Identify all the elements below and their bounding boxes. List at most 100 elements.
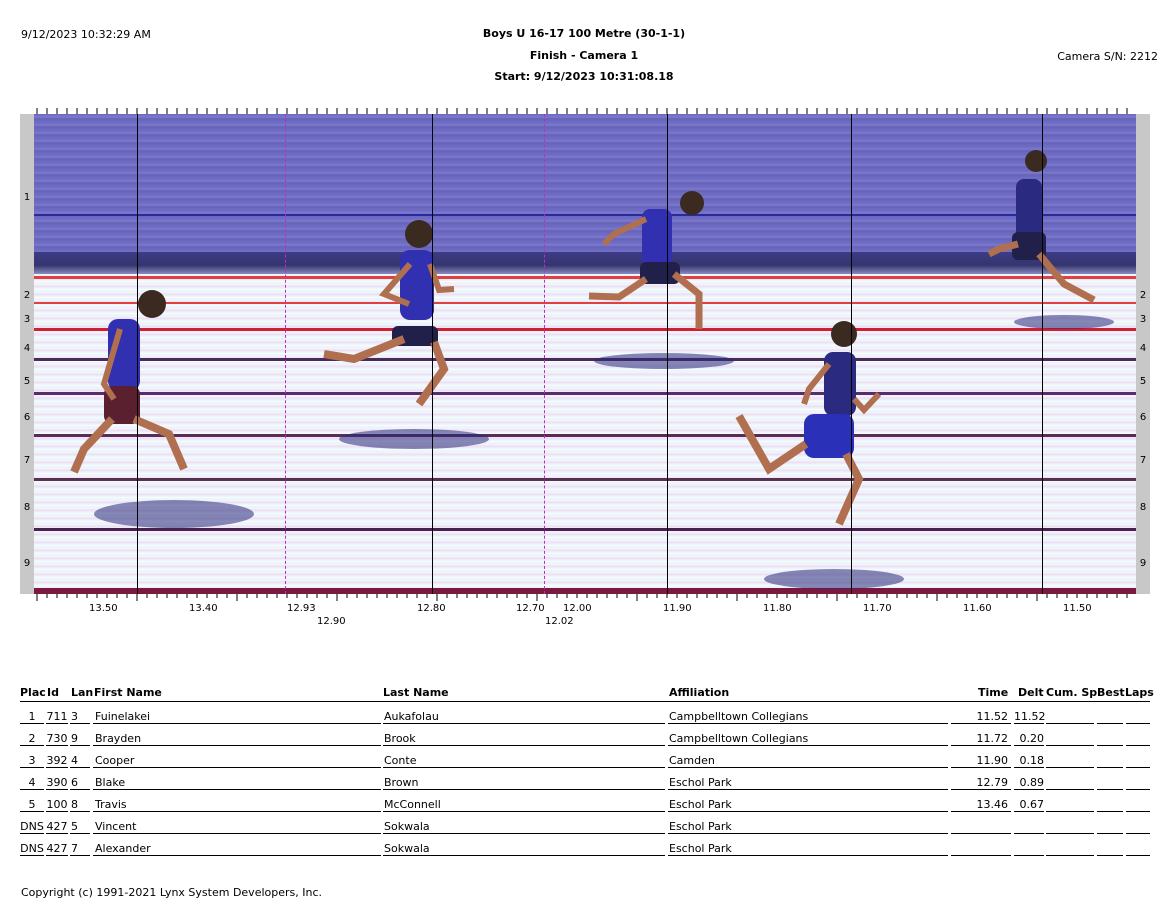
col-header-affiliation: Affiliation — [669, 686, 730, 699]
row-underline — [1046, 789, 1094, 790]
lane-line — [34, 276, 1136, 279]
row-underline — [383, 745, 665, 746]
cell-first-name: Alexander — [95, 842, 151, 855]
athlete-lane-9 — [735, 321, 882, 526]
time-tick: 13.40 — [189, 603, 218, 614]
row-underline — [1126, 811, 1150, 812]
photo-frame — [34, 114, 1136, 594]
col-header-time: Time — [978, 686, 1009, 699]
row-underline — [20, 767, 44, 768]
time-tick: 11.70 — [863, 603, 892, 614]
cell-time: 12.79 — [976, 776, 1009, 789]
cell-place: DNS — [20, 842, 44, 855]
cell-first-name: Vincent — [95, 820, 137, 833]
cell-first-name: Travis — [95, 798, 127, 811]
row-underline — [668, 789, 948, 790]
col-header-last-name: Last Name — [383, 686, 449, 699]
photo-background-top — [34, 114, 1136, 272]
cell-id: 390 — [46, 776, 68, 789]
cell-delta: 0.67 — [1019, 798, 1045, 811]
time-tick: 13.50 — [89, 603, 118, 614]
athlete-lane-1 — [987, 150, 1096, 304]
cell-id: 100 — [46, 798, 68, 811]
row-underline — [1126, 833, 1150, 834]
time-marker-line[interactable] — [1042, 114, 1043, 594]
cell-first-name: Cooper — [95, 754, 135, 767]
cell-time: 13.46 — [976, 798, 1009, 811]
time-tick: 11.60 — [963, 603, 992, 614]
lane-line — [34, 328, 1136, 331]
row-underline — [383, 811, 665, 812]
cell-affiliation: Eschol Park — [669, 776, 732, 789]
lane-label: 7 — [1139, 455, 1147, 466]
athlete-lane-6 — [70, 290, 188, 474]
row-underline — [1097, 811, 1123, 812]
row-underline — [20, 811, 44, 812]
row-underline — [93, 833, 381, 834]
row-underline — [1046, 767, 1094, 768]
row-underline — [93, 723, 381, 724]
row-underline — [951, 789, 1011, 790]
lane-label: 2 — [23, 290, 31, 301]
row-underline — [1097, 855, 1123, 856]
row-underline — [951, 833, 1011, 834]
row-underline — [93, 811, 381, 812]
row-underline — [951, 811, 1011, 812]
row-underline — [1097, 745, 1123, 746]
time-marker-line[interactable] — [851, 114, 852, 594]
col-header-delta: Delt — [1018, 686, 1044, 699]
event-title: Boys U 16-17 100 Metre (30-1-1) — [482, 27, 686, 40]
left-lane-strip — [20, 114, 34, 594]
row-underline — [1014, 833, 1044, 834]
row-underline — [1014, 767, 1044, 768]
cell-place: 3 — [28, 754, 36, 767]
cell-id: 427 — [46, 820, 68, 833]
time-marker-dashed[interactable] — [285, 114, 286, 594]
lane-label: 6 — [23, 412, 31, 423]
time-marker-dashed[interactable] — [544, 114, 545, 594]
time-tick: 12.00 — [563, 603, 592, 614]
cell-delta: 0.89 — [1019, 776, 1045, 789]
col-header-place: Plac — [20, 686, 46, 699]
time-marker-line[interactable] — [667, 114, 668, 594]
cell-id: 392 — [46, 754, 68, 767]
cell-lane: 5 — [71, 820, 78, 833]
lane-line — [34, 528, 1136, 531]
cell-id: 711 — [46, 710, 68, 723]
cell-last-name: Sokwala — [384, 842, 430, 855]
cell-place: 4 — [28, 776, 36, 789]
cell-place: 5 — [28, 798, 36, 811]
lane-label: 7 — [23, 455, 31, 466]
cell-time: 11.52 — [976, 710, 1009, 723]
time-tick: 11.90 — [663, 603, 692, 614]
time-marker-line[interactable] — [137, 114, 138, 594]
row-underline — [20, 745, 44, 746]
row-underline — [20, 723, 44, 724]
camera-serial: Camera S/N: 2212 — [1057, 50, 1158, 63]
row-underline — [46, 833, 68, 834]
row-underline — [668, 745, 948, 746]
row-underline — [1046, 723, 1094, 724]
row-underline — [1014, 789, 1044, 790]
row-underline — [1126, 723, 1150, 724]
lane-line — [34, 478, 1136, 481]
cell-place: 2 — [28, 732, 36, 745]
lane-label: 4 — [23, 343, 31, 354]
lane-label: 5 — [1139, 376, 1147, 387]
lane-label: 6 — [1139, 412, 1147, 423]
row-underline — [93, 745, 381, 746]
time-marker-line[interactable] — [432, 114, 433, 594]
cell-affiliation: Eschol Park — [669, 842, 732, 855]
col-header-id: Id — [47, 686, 59, 699]
lane-label: 4 — [1139, 343, 1147, 354]
cell-affiliation: Eschol Park — [669, 798, 732, 811]
shadows — [94, 315, 1114, 589]
col-header-first-name: First Name — [94, 686, 162, 699]
cell-last-name: Brook — [384, 732, 416, 745]
time-tick: 11.80 — [763, 603, 792, 614]
cell-last-name: Brown — [384, 776, 419, 789]
time-tick: 12.80 — [417, 603, 446, 614]
row-underline — [1046, 811, 1094, 812]
row-underline — [70, 789, 90, 790]
athlete-lane-3 — [588, 191, 704, 329]
